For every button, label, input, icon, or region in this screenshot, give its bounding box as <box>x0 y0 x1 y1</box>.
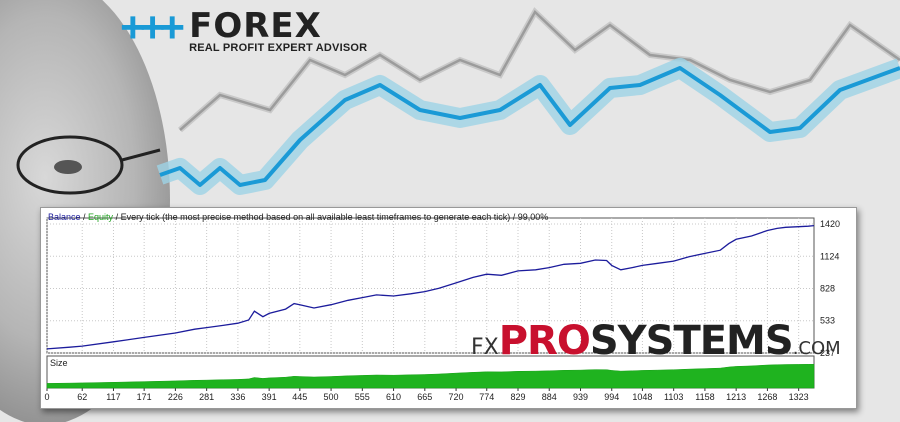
plus-icon: +++ <box>120 3 185 52</box>
size-area <box>46 364 815 389</box>
logo-subtitle: REAL PROFIT EXPERT ADVISOR <box>189 42 368 54</box>
x-tick-label: 281 <box>199 392 214 402</box>
eye <box>54 160 82 174</box>
x-tick-label: 1213 <box>726 392 746 402</box>
x-tick-label: 62 <box>77 392 87 402</box>
x-tick-label: 610 <box>386 392 401 402</box>
x-tick-label: 829 <box>510 392 525 402</box>
caption-details: / Every tick (the most precise method ba… <box>113 212 549 222</box>
x-tick-label: 171 <box>137 392 152 402</box>
chart-caption: Balance / Equity / Every tick (the most … <box>48 212 548 222</box>
main-plot-frame <box>46 217 815 354</box>
x-tick-label: 720 <box>449 392 464 402</box>
x-tick-label: 1268 <box>757 392 777 402</box>
brand-com: .COM <box>792 338 841 359</box>
x-tick-label: 500 <box>324 392 339 402</box>
x-tick-label: 117 <box>106 392 120 402</box>
x-tick-label: 994 <box>604 392 619 402</box>
y-tick-label: 1420 <box>820 219 840 229</box>
x-tick-label: 1323 <box>789 392 809 402</box>
x-tick-label: 445 <box>292 392 307 402</box>
x-tick-label: 1048 <box>632 392 652 402</box>
caption-equity: Equity <box>88 212 114 222</box>
logo-title: FOREX <box>189 6 322 46</box>
x-tick-label: 226 <box>168 392 183 402</box>
y-tick-label: 533 <box>820 316 835 326</box>
logo-text: FOREX REAL PROFIT EXPERT ADVISOR <box>189 8 367 54</box>
brand-systems: SYSTEMS <box>589 318 794 364</box>
strategy-tester-report: 0 62 117 171 226 281 336 391 445 500 555 610 665 720 7… <box>40 207 857 409</box>
x-tick-label: 774 <box>479 392 494 402</box>
caption-separator: / <box>80 212 89 222</box>
glasses-arm <box>121 148 161 162</box>
x-tick-label: 555 <box>355 392 370 402</box>
x-tick-label: 391 <box>262 392 277 402</box>
y-tick-label: 1124 <box>820 251 839 261</box>
bg-gray-line <box>179 9 900 131</box>
x-tick-label: 0 <box>44 392 49 402</box>
brand-pro: PRO <box>498 318 591 364</box>
glasses-lens-icon <box>16 135 124 195</box>
balance-chart: 0 62 117 171 226 281 336 391 445 500 555 610 665 720 7… <box>44 217 840 402</box>
forex-logo: +++ FOREX REAL PROFIT EXPERT ADVISOR <box>120 3 367 55</box>
size-label: Size <box>50 358 68 368</box>
fxprosystems-brand: FX PRO SYSTEMS .COM <box>471 318 841 364</box>
balance-series-line <box>46 224 815 350</box>
bg-blue-line <box>159 66 900 187</box>
x-tick-label: 1103 <box>664 392 683 402</box>
x-tick-label: 665 <box>417 392 432 402</box>
x-tick-label: 884 <box>542 392 557 402</box>
x-tick-label: 1158 <box>695 392 714 402</box>
x-tick-label: 336 <box>230 392 245 402</box>
brand-fx: FX <box>471 335 499 360</box>
x-tick-label: 939 <box>573 392 588 402</box>
y-tick-label: 237 <box>820 348 835 358</box>
y-tick-label: 828 <box>820 284 835 294</box>
caption-balance: Balance <box>48 212 81 222</box>
